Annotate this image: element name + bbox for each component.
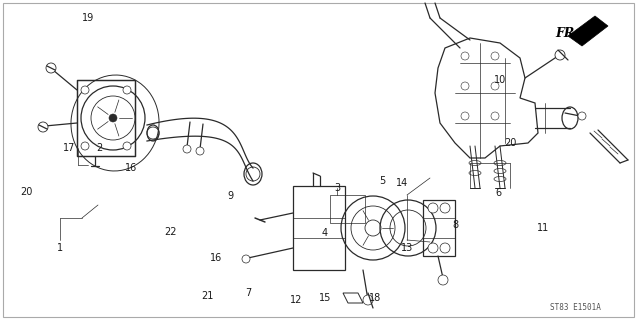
Text: 14: 14 [396, 178, 408, 188]
Circle shape [555, 50, 565, 60]
Circle shape [123, 86, 131, 94]
Circle shape [491, 112, 499, 120]
Circle shape [196, 147, 204, 155]
Circle shape [428, 243, 438, 253]
Text: 6: 6 [495, 188, 501, 198]
Text: 21: 21 [201, 291, 213, 301]
Circle shape [109, 114, 117, 122]
Circle shape [440, 203, 450, 213]
Circle shape [123, 142, 131, 150]
Circle shape [38, 122, 48, 132]
Text: 16: 16 [210, 253, 222, 263]
Text: 20: 20 [20, 187, 32, 197]
Text: 9: 9 [227, 191, 233, 201]
Text: 13: 13 [401, 243, 413, 253]
Text: ST83 E1501A: ST83 E1501A [550, 303, 601, 313]
Circle shape [363, 295, 373, 305]
Text: 11: 11 [537, 223, 549, 233]
Bar [77, 80, 135, 156]
Circle shape [491, 52, 499, 60]
Text: 20: 20 [504, 138, 516, 148]
Circle shape [242, 255, 250, 263]
Circle shape [81, 142, 89, 150]
Text: 17: 17 [63, 143, 75, 153]
Circle shape [183, 145, 191, 153]
Bar [330, 195, 365, 223]
Circle shape [461, 52, 469, 60]
Text: 22: 22 [165, 227, 177, 237]
Text: 19: 19 [82, 13, 94, 23]
Text: 2: 2 [96, 143, 102, 153]
Text: 15: 15 [318, 293, 331, 303]
Text: 8: 8 [452, 220, 458, 230]
Bar [293, 186, 345, 270]
Circle shape [578, 112, 586, 120]
Bar [423, 200, 455, 256]
Circle shape [461, 112, 469, 120]
Text: 7: 7 [245, 288, 251, 298]
Text: FR.: FR. [555, 27, 578, 39]
Circle shape [440, 243, 450, 253]
Circle shape [428, 203, 438, 213]
Circle shape [81, 86, 89, 94]
Text: 10: 10 [494, 75, 506, 85]
Text: 12: 12 [290, 295, 302, 305]
Text: 3: 3 [334, 183, 340, 193]
Circle shape [46, 63, 56, 73]
Polygon shape [568, 16, 608, 46]
Text: 16: 16 [125, 163, 137, 173]
Circle shape [491, 82, 499, 90]
Text: 18: 18 [369, 293, 381, 303]
Circle shape [461, 82, 469, 90]
Text: 5: 5 [379, 176, 385, 186]
Text: 4: 4 [322, 228, 328, 238]
Polygon shape [343, 293, 363, 303]
Circle shape [438, 275, 448, 285]
Text: 1: 1 [57, 243, 63, 253]
